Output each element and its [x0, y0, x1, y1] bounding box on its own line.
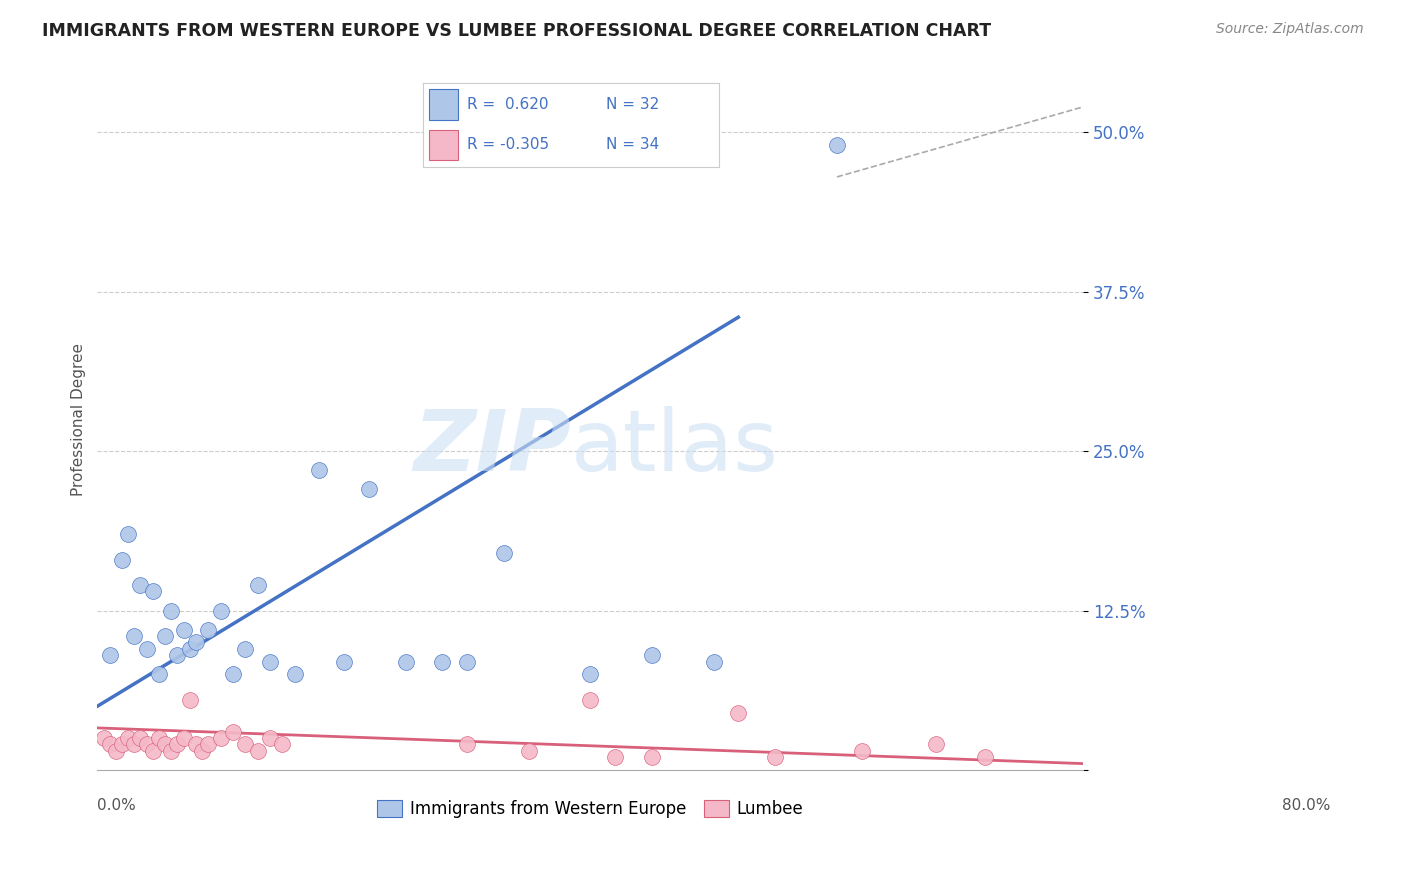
Point [129, 731, 152, 745]
Point [197, 623, 219, 637]
Point [104, 744, 127, 758]
Point [246, 578, 269, 592]
Point [924, 738, 946, 752]
Point [117, 527, 139, 541]
Point [173, 731, 195, 745]
Y-axis label: Professional Degree: Professional Degree [72, 343, 86, 496]
Point [494, 546, 516, 560]
Point [308, 463, 330, 477]
Point [851, 744, 873, 758]
Legend: Immigrants from Western Europe, Lumbee: Immigrants from Western Europe, Lumbee [371, 793, 810, 825]
Point [111, 552, 134, 566]
Point [222, 724, 245, 739]
Point [197, 738, 219, 752]
Point [394, 655, 416, 669]
Point [124, 738, 146, 752]
Point [184, 738, 207, 752]
Point [284, 667, 307, 681]
Point [93, 731, 115, 745]
Point [153, 629, 176, 643]
Point [166, 738, 188, 752]
Point [973, 750, 995, 764]
Point [179, 693, 201, 707]
Point [222, 667, 245, 681]
Point [124, 629, 146, 643]
Point [135, 641, 157, 656]
Point [142, 584, 165, 599]
Point [173, 623, 195, 637]
Point [641, 750, 664, 764]
Point [259, 655, 281, 669]
Point [456, 655, 478, 669]
Point [160, 603, 183, 617]
Point [209, 731, 232, 745]
Point [153, 738, 176, 752]
Point [246, 744, 269, 758]
Point [160, 744, 183, 758]
Text: Source: ZipAtlas.com: Source: ZipAtlas.com [1216, 22, 1364, 37]
Point [98, 738, 121, 752]
Point [603, 750, 626, 764]
Point [641, 648, 664, 663]
Point [259, 731, 281, 745]
Point [763, 750, 786, 764]
Point [703, 655, 725, 669]
Point [142, 744, 165, 758]
Point [111, 738, 134, 752]
Point [233, 738, 256, 752]
Point [233, 641, 256, 656]
Point [727, 706, 749, 720]
Point [209, 603, 232, 617]
Point [333, 655, 356, 669]
Point [98, 648, 121, 663]
Text: 0.0%: 0.0% [97, 798, 136, 813]
Point [579, 693, 602, 707]
Point [271, 738, 294, 752]
Point [135, 738, 157, 752]
Point [357, 483, 380, 497]
Text: atlas: atlas [571, 406, 779, 489]
Point [456, 738, 478, 752]
Text: IMMIGRANTS FROM WESTERN EUROPE VS LUMBEE PROFESSIONAL DEGREE CORRELATION CHART: IMMIGRANTS FROM WESTERN EUROPE VS LUMBEE… [42, 22, 991, 40]
Point [166, 648, 188, 663]
Point [432, 655, 454, 669]
Point [129, 578, 152, 592]
Point [191, 744, 214, 758]
Point [579, 667, 602, 681]
Point [148, 667, 170, 681]
Point [517, 744, 540, 758]
Text: ZIP: ZIP [413, 406, 571, 489]
Point [825, 138, 848, 153]
Point [179, 641, 201, 656]
Text: 80.0%: 80.0% [1282, 798, 1330, 813]
Point [184, 635, 207, 649]
Point [117, 731, 139, 745]
Point [148, 731, 170, 745]
